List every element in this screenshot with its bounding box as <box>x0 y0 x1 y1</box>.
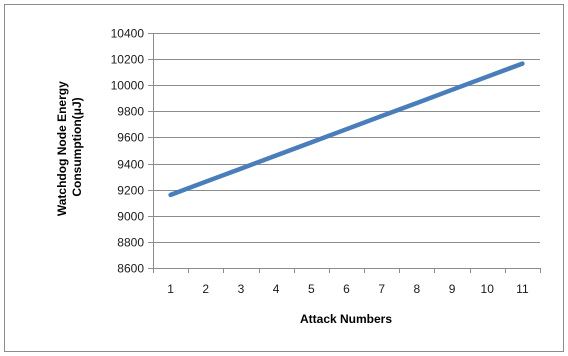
y-axis-title-line-1: Watchdog Node Energy <box>55 81 69 216</box>
x-tick-label-2: 2 <box>202 282 209 296</box>
x-tick-label-7: 7 <box>378 282 385 296</box>
y-tick-label-9200: 9200 <box>117 184 144 198</box>
x-tick-label-3: 3 <box>238 282 245 296</box>
axes <box>148 33 541 273</box>
x-tick-label-4: 4 <box>273 282 280 296</box>
grid-lines <box>153 33 540 243</box>
y-tick-label-9400: 9400 <box>117 158 144 172</box>
x-tick-label-10: 10 <box>481 282 495 296</box>
y-tick-label-9000: 9000 <box>117 210 144 224</box>
y-tick-label-9800: 9800 <box>117 105 144 119</box>
x-tick-label-8: 8 <box>414 282 421 296</box>
y-tick-label-8800: 8800 <box>117 236 144 250</box>
series-layer <box>168 61 525 198</box>
x-tick-label-1: 1 <box>167 282 174 296</box>
y-tick-label-10200: 10200 <box>111 53 145 67</box>
y-axis-title: Watchdog Node Energy Consumption(μJ) <box>55 78 84 216</box>
x-axis-title: Attack Numbers <box>300 312 392 326</box>
x-tick-labels: 1 2 3 4 5 6 7 8 9 10 11 <box>167 282 529 296</box>
chart-frame <box>4 4 564 352</box>
y-tick-label-10400: 10400 <box>111 27 145 41</box>
y-tick-labels: 8600 8800 9000 9200 9400 9600 9800 10000 10200 10… <box>111 27 145 276</box>
x-tick-label-9: 9 <box>449 282 456 296</box>
x-tick-label-11: 11 <box>516 282 529 296</box>
y-tick-label-10000: 10000 <box>111 79 145 93</box>
y-tick-label-8600: 8600 <box>117 262 144 276</box>
y-axis-title-line-2: Consumption(μJ) <box>70 97 84 196</box>
x-tick-label-6: 6 <box>343 282 350 296</box>
y-tick-label-9600: 9600 <box>117 131 144 145</box>
x-tick-label-5: 5 <box>308 282 315 296</box>
